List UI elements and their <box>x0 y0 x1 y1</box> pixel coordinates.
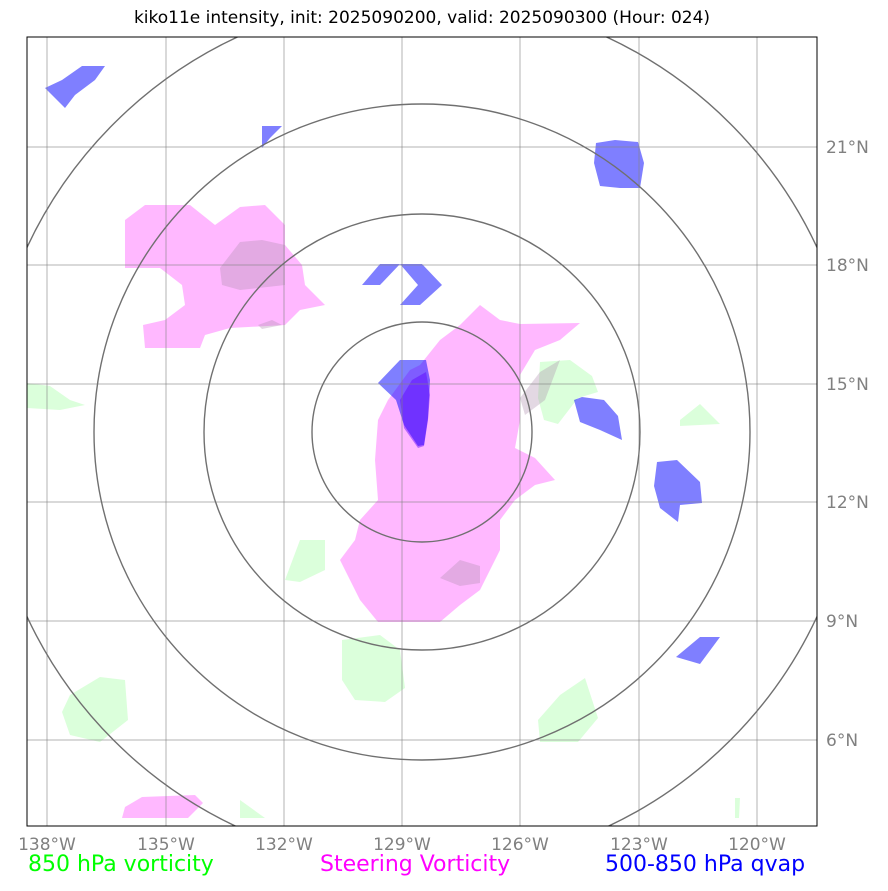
lon-tick-label: 135°W <box>137 835 195 855</box>
qvap-layer <box>45 66 720 664</box>
lon-tick-label: 132°W <box>255 835 313 855</box>
legend-850-vorticity: 850 hPa vorticity <box>28 852 214 877</box>
overlap-patch <box>258 320 282 329</box>
qvap-patch <box>400 264 442 305</box>
lat-tick-label: 15°N <box>826 375 869 395</box>
qvap-patch <box>676 637 720 664</box>
vorticity-850-patch <box>240 800 265 818</box>
range-ring-1 <box>311 321 533 543</box>
overlap-layer <box>220 240 560 586</box>
vorticity-850-patch <box>342 635 405 702</box>
overlap-patch <box>440 560 480 586</box>
legend-qvap: 500-850 hPa qvap <box>605 852 806 877</box>
map-title: kiko11e intensity, init: 2025090200, val… <box>133 8 711 28</box>
qvap-patch <box>654 460 702 522</box>
range-ring-2 <box>203 213 641 651</box>
qvap-core <box>400 372 430 448</box>
steering-vorticity-patch <box>122 795 203 818</box>
lat-tick-label: 9°N <box>826 612 858 632</box>
lon-tick-label: 123°W <box>610 835 668 855</box>
qvap-patch <box>362 264 400 285</box>
qvap-patch <box>262 126 282 148</box>
lat-tick-label: 12°N <box>826 493 869 513</box>
range-ring-3 <box>93 103 751 761</box>
lat-tick-label: 18°N <box>826 256 869 276</box>
lon-tick-label: 138°W <box>18 835 76 855</box>
qvap-patch <box>378 360 430 446</box>
vorticity-850-patch <box>538 678 598 742</box>
lon-tick-label: 126°W <box>491 835 549 855</box>
qvap-patch <box>594 140 644 188</box>
lon-tick-labels: 138°W 135°W 132°W 129°W 126°W 123°W 120°… <box>18 835 786 855</box>
lat-tick-label: 6°N <box>826 731 858 751</box>
overlap-patch <box>520 360 560 415</box>
vorticity-850-patch <box>285 540 325 582</box>
qvap-patch <box>574 397 622 440</box>
vorticity-850-patch <box>735 798 740 818</box>
legend-steering-vorticity: Steering Vorticity <box>320 852 511 877</box>
lat-tick-label: 21°N <box>826 138 869 158</box>
lat-tick-labels: 6°N 9°N 12°N 15°N 18°N 21°N <box>826 138 869 751</box>
steering-vorticity-layer <box>122 205 580 818</box>
range-rings <box>27 37 817 826</box>
lon-tick-label: 120°W <box>728 835 786 855</box>
map-frame <box>26 36 818 827</box>
qvap-patch <box>45 66 105 108</box>
vorticity-850-patch <box>62 677 128 742</box>
vorticity-850-patch <box>27 383 85 410</box>
steering-vorticity-patch <box>125 205 325 348</box>
vorticity-850-patch <box>538 360 598 424</box>
vorticity-850-layer <box>27 360 740 818</box>
graticule <box>27 37 817 826</box>
lon-tick-label: 129°W <box>373 835 431 855</box>
vorticity-850-patch <box>680 404 720 426</box>
